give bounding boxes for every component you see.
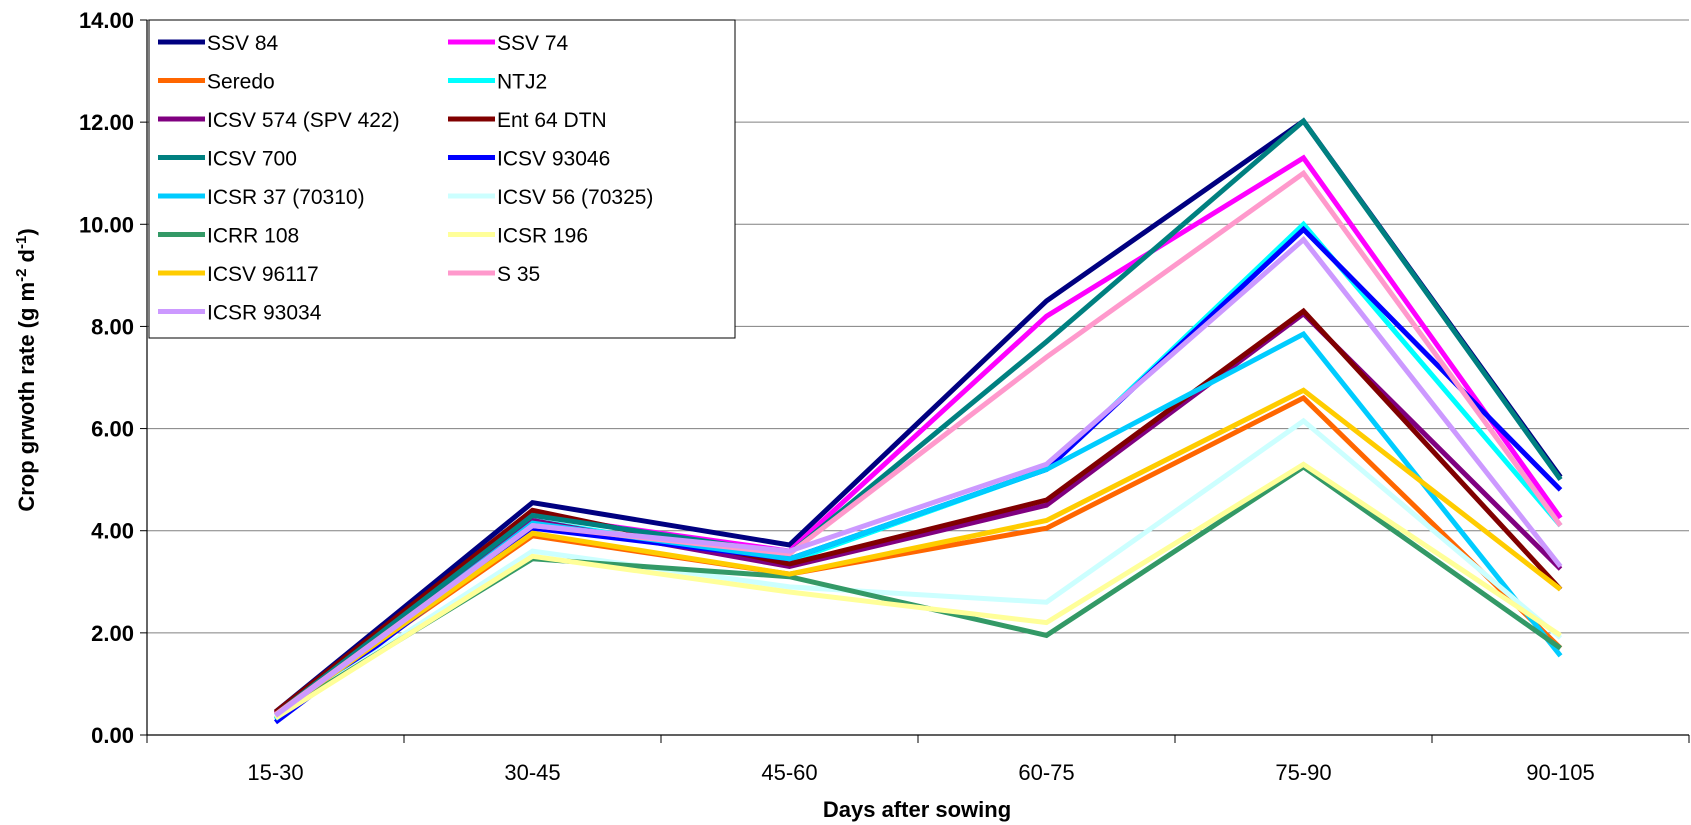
legend-label: Ent 64 DTN bbox=[497, 109, 607, 132]
series-line bbox=[273, 117, 1563, 717]
tick-labels: 0.00 2.00 4.00 6.00 8.00 10.00 12.00 14.00 15-30… bbox=[79, 8, 1595, 785]
y-axis-title: Crop grwoth rate (g m-2 d-1) bbox=[13, 228, 39, 511]
legend-label: ICRR 108 bbox=[207, 225, 299, 248]
legend-label: NTJ2 bbox=[497, 71, 547, 94]
y-tick-label: 8.00 bbox=[91, 314, 134, 339]
x-axis-title: Days after sowing bbox=[823, 797, 1011, 822]
legend-label: SSV 74 bbox=[497, 32, 569, 55]
legend-label: ICSR 93034 bbox=[207, 302, 322, 325]
x-tick-label: 15-30 bbox=[247, 760, 303, 785]
series-line bbox=[274, 417, 1563, 720]
x-tick-label: 75-90 bbox=[1275, 760, 1331, 785]
legend-label: Seredo bbox=[207, 71, 275, 94]
series-lines bbox=[273, 117, 1563, 725]
y-tick-label: 2.00 bbox=[91, 621, 134, 646]
series-line bbox=[274, 387, 1563, 717]
x-tick-label: 60-75 bbox=[1018, 760, 1074, 785]
series-line bbox=[274, 235, 1563, 718]
legend-label: SSV 84 bbox=[207, 32, 279, 55]
series-line bbox=[273, 307, 1563, 714]
legend-label: ICSV 96117 bbox=[207, 263, 319, 286]
y-tick-label: 6.00 bbox=[91, 417, 134, 442]
y-tick-label: 14.00 bbox=[79, 8, 134, 33]
legend-label: ICSR 196 bbox=[497, 225, 588, 248]
series-line bbox=[273, 330, 1563, 721]
x-tick-label: 45-60 bbox=[761, 760, 817, 785]
legend-label: ICSV 700 bbox=[207, 148, 297, 171]
y-tick-label: 12.00 bbox=[79, 110, 134, 135]
y-tick-label: 10.00 bbox=[79, 212, 134, 237]
x-tick-label: 30-45 bbox=[504, 760, 560, 785]
legend: SSV 84 SSV 74 Seredo NTJ2 ICSV 574 (SPV 422)… bbox=[148, 19, 736, 339]
legend-label: ICSV 93046 bbox=[497, 148, 610, 171]
axes bbox=[140, 19, 1690, 743]
series-line bbox=[274, 461, 1562, 721]
x-tick-label: 90-105 bbox=[1526, 760, 1595, 785]
legend-label: ICSR 37 (70310) bbox=[207, 186, 365, 209]
y-tick-label: 4.00 bbox=[91, 519, 134, 544]
legend-label: S 35 bbox=[497, 263, 540, 286]
legend-box bbox=[148, 19, 736, 339]
legend-label: ICSV 56 (70325) bbox=[497, 186, 653, 209]
legend-label: ICSV 574 (SPV 422) bbox=[207, 109, 400, 132]
y-tick-label: 0.00 bbox=[91, 723, 134, 748]
